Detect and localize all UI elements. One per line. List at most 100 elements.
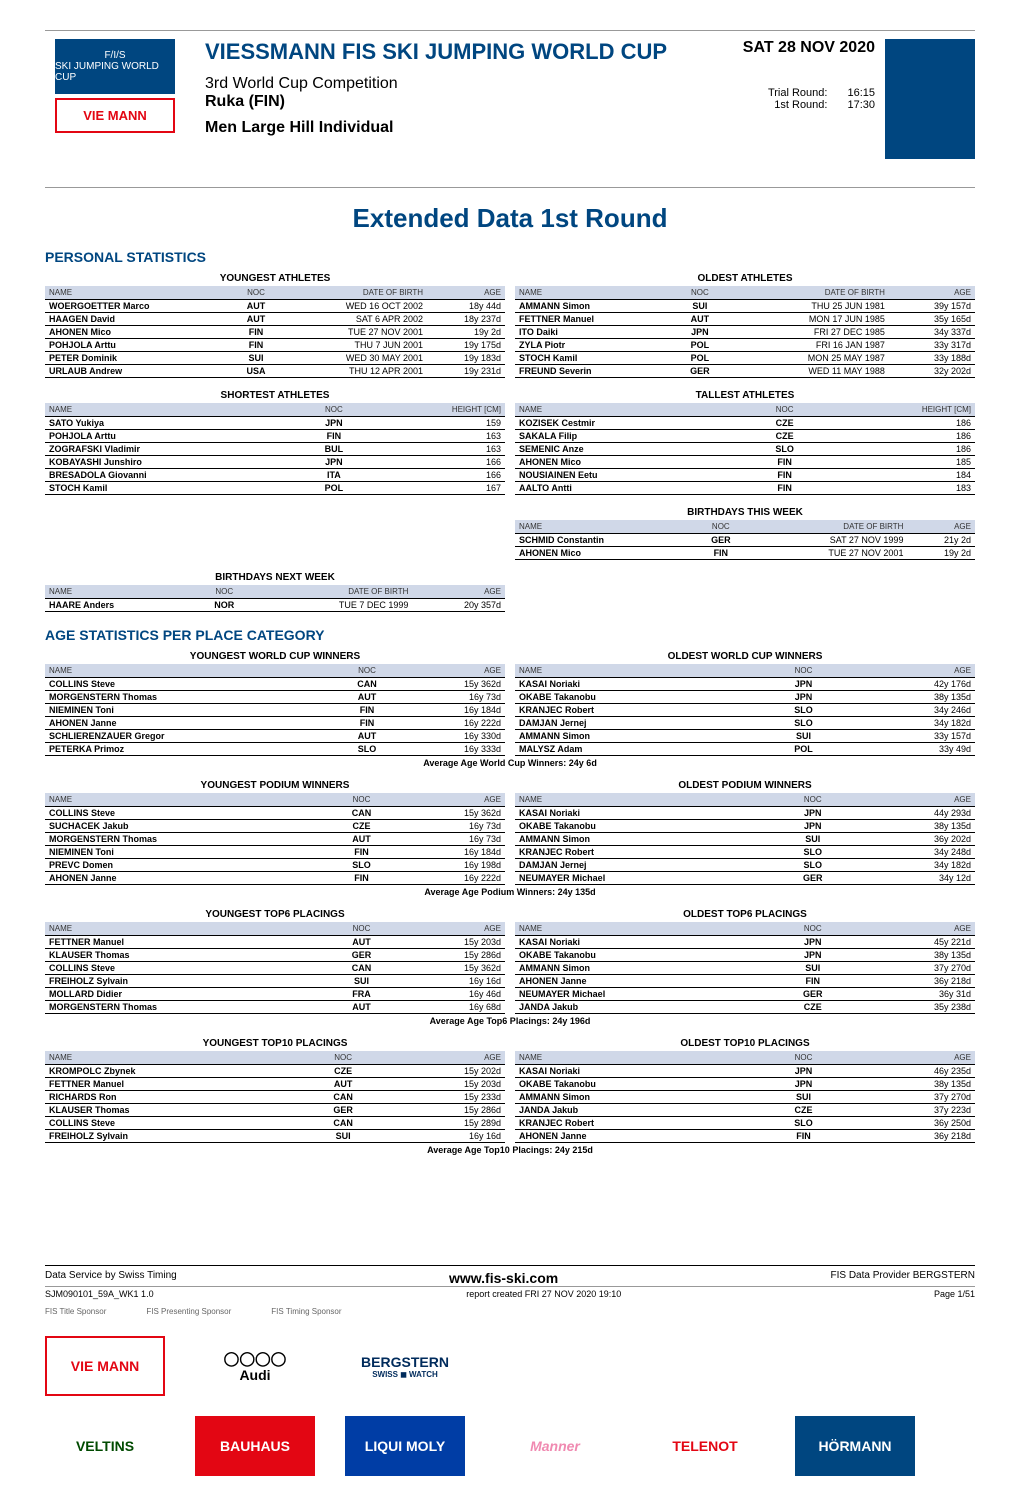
footer-url: www.fis-ski.com [449,1270,558,1286]
cell: 33y 49d [842,743,975,756]
header-right: SAT 28 NOV 2020 Trial Round: 16:15 1st R… [675,39,975,159]
cell: 34y 337d [889,326,975,339]
cell: KRANJEC Robert [515,846,775,859]
table-row: AMMANN SimonSUI37y 270d [515,1091,975,1104]
cell: SUI [233,352,280,365]
table-row: KASAI NoriakiJPN45y 221d [515,936,975,949]
table-row: OKABE TakanobuJPN38y 135d [515,691,975,704]
cell: 42y 176d [842,678,975,691]
table-row: KRANJEC RobertSLO36y 250d [515,1117,975,1130]
cell: OKABE Takanobu [515,820,775,833]
cell: GER [775,872,851,885]
cell: 38y 135d [842,691,975,704]
cell: SLO [765,1117,843,1130]
table-row: FETTNER ManuelAUT15y 203d [45,1078,505,1091]
col-noc: NOC [749,403,821,417]
col-name: NAME [515,520,694,534]
cell: FIN [328,872,395,885]
table-row: STOCH KamilPOLMON 25 MAY 198733y 188d [515,352,975,365]
audi-label: Audi [239,1367,270,1383]
cell: JANDA Jakub [515,1104,765,1117]
cell: FRI 27 DEC 1985 [726,326,889,339]
col-age: AGE [907,520,975,534]
cell: 185 [820,456,975,469]
cell: CZE [765,1104,843,1117]
table-row: COLLINS SteveCAN15y 289d [45,1117,505,1130]
caption: SHORTEST ATHLETES [45,388,505,403]
cell: OKABE Takanobu [515,949,775,962]
cell: AUT [674,313,727,326]
cell: FRA [328,988,395,1001]
table-row: KASAI NoriakiJPN42y 176d [515,678,975,691]
cell: JPN [765,678,843,691]
cell: OKABE Takanobu [515,1078,765,1091]
cell: 39y 157d [889,300,975,313]
col-age: AGE [889,286,975,300]
cell: POL [765,743,843,756]
cell: 19y 2d [427,326,505,339]
cell: 15y 203d [381,1078,505,1091]
cell: AHONEN Janne [515,1130,765,1143]
caption: OLDEST ATHLETES [515,271,975,286]
sponsor-logos: VIE MANN ◯◯◯◯ Audi BERGSTERN SWISS ◼ WAT… [45,1336,975,1396]
table-row: AHONEN JanneFIN16y 222d [45,872,505,885]
viessmann-logo: VIE MANN [55,98,175,133]
cell: 37y 270d [851,962,975,975]
cell: 34y 182d [842,717,975,730]
cell: AUT [335,691,400,704]
table-row: AMMANN SimonSUI33y 157d [515,730,975,743]
cell: HAARE Anders [45,599,195,612]
cell: 35y 238d [851,1001,975,1014]
sponsor-logos-row2: VELTINS BAUHAUS LIQUI MOLY Manner TELENO… [45,1416,975,1476]
cell: 16y 16d [395,975,505,988]
cell: FIN [694,547,747,560]
cell: SUI [765,1091,843,1104]
table-row: FETTNER ManuelAUTMON 17 JUN 198535y 165d [515,313,975,326]
oldest-top6-table: OLDEST TOP6 PLACINGS NAME NOC AGE KASAI … [515,907,975,1014]
col-age: AGE [842,664,975,678]
cell: MOLLARD Didier [45,988,328,1001]
oldest-wc-winners-table: OLDEST WORLD CUP WINNERS NAME NOC AGE KA… [515,649,975,756]
caption: TALLEST ATHLETES [515,388,975,403]
cell: FIN [765,1130,843,1143]
col-age: AGE [395,922,505,936]
col-noc: NOC [305,1051,381,1065]
table-row: SCHLIERENZAUER GregorAUT16y 330d [45,730,505,743]
main-title: VIESSMANN FIS SKI JUMPING WORLD CUP [205,39,675,65]
table-row: KOBAYASHI JunshiroJPN166 [45,456,505,469]
caption: OLDEST PODIUM WINNERS [515,778,975,793]
footer-page: Page 1/51 [934,1289,975,1299]
section-personal: PERSONAL STATISTICS [45,249,975,265]
cell: 35y 165d [889,313,975,326]
avg-podium: Average Age Podium Winners: 24y 135d [45,885,975,907]
manner-sponsor-logo: Manner [495,1416,615,1476]
cell: AUT [335,730,400,743]
cell: SLO [335,743,400,756]
col-name: NAME [515,664,765,678]
table-row: KROMPOLC ZbynekCZE15y 202d [45,1065,505,1078]
bergstern-sponsor-logo: BERGSTERN SWISS ◼ WATCH [345,1336,465,1396]
table-row: NEUMAYER MichaelGER34y 12d [515,872,975,885]
table-row: URLAUB AndrewUSATHU 12 APR 200119y 231d [45,365,505,378]
cell: HAAGEN David [45,313,233,326]
first-time: 17:30 [847,99,875,111]
cell: ITA [302,469,366,482]
table-row: STOCH KamilPOL167 [45,482,505,495]
avg-wc: Average Age World Cup Winners: 24y 6d [45,756,975,778]
logo-left: F/I/S SKI JUMPING WORLD CUP VIE MANN [45,39,185,179]
cell: GER [694,534,747,547]
title-sponsor-label: FIS Title Sponsor [45,1307,106,1316]
cell: WOERGOETTER Marco [45,300,233,313]
cell: FIN [233,326,280,339]
cell: AUT [233,300,280,313]
oldest-podium-table: OLDEST PODIUM WINNERS NAME NOC AGE KASAI… [515,778,975,885]
cell: GER [775,988,851,1001]
cell: WED 11 MAY 1988 [726,365,889,378]
youngest-podium-table: YOUNGEST PODIUM WINNERS NAME NOC AGE COL… [45,778,505,885]
cell: SAT 27 NOV 1999 [747,534,907,547]
trial-label: Trial Round: [768,87,828,99]
cell: 15y 362d [395,962,505,975]
cell: POHJOLA Arttu [45,339,233,352]
cell: SCHLIERENZAUER Gregor [45,730,335,743]
col-name: NAME [45,585,195,599]
